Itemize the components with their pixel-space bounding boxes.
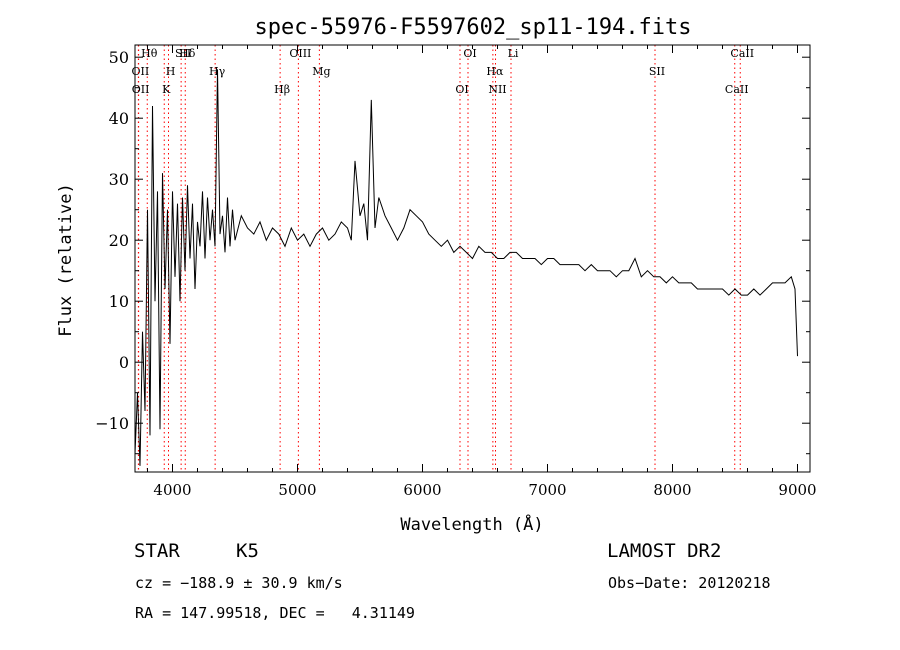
line-marker-label: OII: [132, 83, 150, 96]
y-tick-label: 50: [109, 48, 129, 67]
x-tick-label: 8000: [653, 481, 691, 499]
spectrum-line-group: [134, 69, 798, 466]
line-marker-label: Hβ: [274, 83, 290, 96]
line-marker-label: Mg: [312, 65, 330, 78]
line-marker-label: SII: [175, 47, 191, 60]
line-marker-label: NII: [488, 83, 506, 96]
coords-text: RA = 147.99518, DEC = 4.31149: [135, 604, 415, 622]
x-axis-label: Wavelength (Å): [400, 513, 543, 535]
line-marker-label: SII: [649, 65, 665, 78]
x-tick-label: 9000: [778, 481, 816, 499]
line-marker-label: Hθ: [141, 47, 158, 60]
y-tick-label: 40: [109, 109, 129, 128]
line-marker-label: K: [162, 83, 171, 96]
line-marker-label: CaII: [730, 47, 754, 60]
x-tick-label: 4000: [153, 481, 191, 499]
survey-label: LAMOST DR2: [607, 540, 722, 562]
line-marker-label: Hδ: [179, 47, 196, 60]
x-tick-label: 7000: [528, 481, 566, 499]
line-marker-label: OI: [455, 83, 468, 96]
line-marker-label: Li: [508, 47, 519, 60]
y-tick-label: 20: [109, 231, 129, 250]
y-tick-label: 10: [109, 292, 129, 311]
y-axis-label: Flux (relative): [56, 183, 76, 337]
chart-title: spec-55976-F5597602_sp11-194.fits: [254, 15, 691, 40]
y-tick-label: 30: [109, 170, 129, 189]
y-tick-label: 0: [119, 353, 129, 372]
redshift-text: cz = −188.9 ± 30.9 km/s: [135, 574, 343, 592]
spectrum-line: [134, 69, 798, 466]
line-marker-label: OI: [463, 47, 476, 60]
subclass-label: K5: [236, 540, 259, 562]
line-marker-label: OIII: [289, 47, 311, 60]
line-marker-label: OII: [132, 65, 150, 78]
obs-date-text: Obs−Date: 20120218: [608, 574, 771, 592]
line-marker-label: CaII: [725, 83, 749, 96]
x-tick-label: 5000: [278, 481, 316, 499]
line-marker-label: Hα: [486, 65, 504, 78]
y-tick-label: −10: [95, 414, 129, 433]
line-markers: HθOIIOIISIIHKHδHγHβOIIIMgOIOIHαNIILiSIIC…: [132, 45, 754, 472]
class-label: STAR: [134, 540, 180, 562]
line-marker-label: H: [166, 65, 176, 78]
x-tick-label: 6000: [403, 481, 441, 499]
axes: 4000 5000 6000 7000 8000 9000 −10 0 10 20 30 40 50: [95, 44, 817, 499]
